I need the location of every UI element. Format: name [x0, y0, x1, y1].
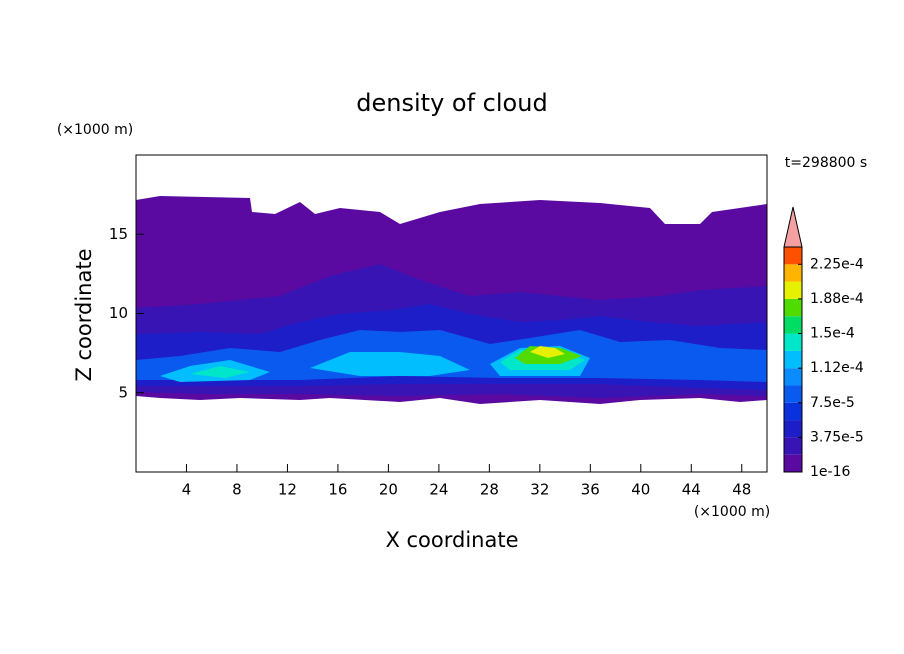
colorbar-band — [784, 454, 802, 472]
colorbar-tick-label: 1e-16 — [810, 464, 850, 480]
y-tick-label: 15 — [109, 225, 128, 243]
x-tick-label: 36 — [581, 481, 600, 499]
colorbar-band — [784, 385, 802, 403]
x-tick-label: 12 — [278, 481, 297, 499]
colorbar-tick-label: 1.88e-4 — [810, 291, 864, 307]
y-unit: (×1000 m) — [57, 122, 133, 138]
colorbar-band — [784, 350, 802, 369]
colorbar-band — [784, 402, 802, 421]
x-tick-label: 40 — [631, 481, 650, 499]
colorbar-band — [784, 316, 802, 334]
colorbar-band — [784, 437, 802, 455]
x-tick-label: 20 — [379, 481, 398, 499]
colorbar-tick-label: 1.12e-4 — [810, 360, 864, 376]
colorbar-tick-label: 2.25e-4 — [810, 256, 864, 272]
colorbar-extend — [783, 206, 803, 248]
contour-field — [136, 196, 767, 404]
colorbar-band — [784, 420, 802, 438]
x-tick-label: 32 — [530, 481, 549, 499]
colorbar-tick-label: 3.75e-5 — [810, 429, 864, 445]
colorbar-tick-label: 7.5e-5 — [810, 395, 855, 411]
x-tick-label: 24 — [429, 481, 448, 499]
x-tick-label: 4 — [182, 481, 192, 499]
time-annotation: t=298800 s — [785, 155, 867, 171]
x-tick-label: 44 — [682, 481, 701, 499]
chart-title: density of cloud — [356, 89, 547, 117]
colorbar-band — [784, 281, 802, 299]
colorbar-band — [784, 298, 802, 317]
x-tick-label: 16 — [328, 481, 347, 499]
y-tick-label: 10 — [109, 304, 128, 322]
x-tick-label: 8 — [232, 481, 242, 499]
colorbar-tick-label: 1.5e-4 — [810, 326, 855, 342]
colorbar-band — [784, 333, 802, 351]
colorbar-frame — [783, 246, 803, 473]
x-axis-label: X coordinate — [385, 528, 518, 552]
colorbar-band — [784, 368, 802, 386]
y-tick-label: 5 — [118, 383, 128, 401]
x-tick-label: 28 — [480, 481, 499, 499]
x-tick-label: 48 — [732, 481, 751, 499]
y-axis-label: Z coordinate — [72, 248, 96, 381]
x-unit: (×1000 m) — [694, 504, 770, 520]
colorbar-band — [784, 247, 802, 265]
colorbar-band — [784, 264, 802, 282]
